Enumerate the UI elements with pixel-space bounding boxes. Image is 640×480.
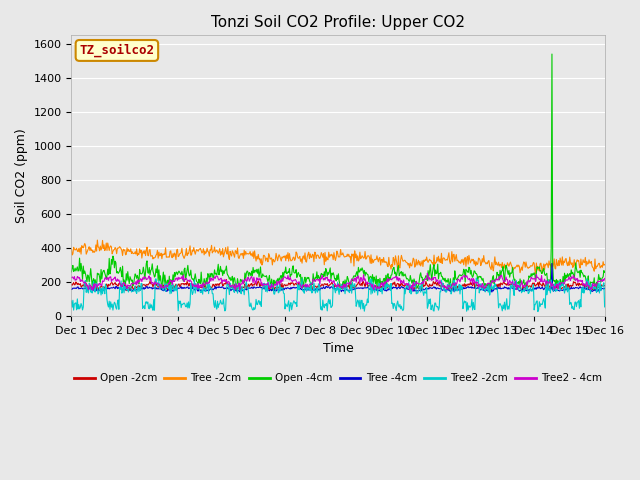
- Tree2 -2cm: [601, 304, 609, 310]
- Open -4cm: [601, 269, 609, 275]
- Open -2cm: [214, 281, 222, 287]
- Tree -2cm: [133, 246, 141, 252]
- Open -2cm: [68, 282, 76, 288]
- Tree2 -2cm: [77, 300, 85, 306]
- Open -4cm: [419, 281, 427, 287]
- Open -2cm: [132, 284, 140, 290]
- Open -2cm: [593, 288, 600, 293]
- Line: Tree -2cm: Tree -2cm: [72, 240, 605, 274]
- Open -4cm: [548, 51, 556, 57]
- Tree2 - 4cm: [68, 275, 76, 281]
- Tree -2cm: [93, 237, 101, 243]
- Tree -4cm: [548, 261, 556, 266]
- Y-axis label: Soil CO2 (ppm): Soil CO2 (ppm): [15, 129, 28, 223]
- Open -4cm: [132, 273, 140, 278]
- Open -4cm: [186, 272, 194, 277]
- Tree2 - 4cm: [424, 270, 431, 276]
- Open -2cm: [403, 282, 411, 288]
- Line: Tree2 - 4cm: Tree2 - 4cm: [72, 273, 605, 291]
- Tree2 - 4cm: [409, 288, 417, 294]
- Open -4cm: [214, 262, 222, 267]
- X-axis label: Time: Time: [323, 341, 353, 355]
- Tree2 - 4cm: [77, 277, 85, 283]
- Tree -2cm: [419, 264, 427, 269]
- Tree -2cm: [187, 252, 195, 258]
- Tree2 -2cm: [472, 275, 480, 281]
- Tree2 - 4cm: [601, 276, 609, 281]
- Tree -2cm: [532, 271, 540, 276]
- Tree -4cm: [68, 287, 76, 292]
- Tree2 -2cm: [214, 305, 222, 311]
- Line: Tree -4cm: Tree -4cm: [72, 264, 605, 292]
- Tree -2cm: [68, 246, 76, 252]
- Open -4cm: [77, 261, 85, 266]
- Open -2cm: [77, 284, 85, 289]
- Tree -4cm: [419, 286, 427, 292]
- Open -2cm: [601, 283, 609, 288]
- Line: Open -4cm: Open -4cm: [72, 54, 605, 290]
- Open -2cm: [223, 276, 230, 282]
- Tree -2cm: [403, 260, 411, 266]
- Title: Tonzi Soil CO2 Profile: Upper CO2: Tonzi Soil CO2 Profile: Upper CO2: [211, 15, 465, 30]
- Tree -2cm: [215, 249, 223, 254]
- Tree2 -2cm: [419, 281, 426, 287]
- Tree2 - 4cm: [419, 278, 427, 284]
- Tree2 -2cm: [132, 289, 140, 295]
- Open -4cm: [269, 288, 277, 293]
- Tree2 -2cm: [534, 309, 541, 314]
- Tree2 - 4cm: [214, 276, 222, 282]
- Open -4cm: [68, 269, 76, 275]
- Legend: Open -2cm, Tree -2cm, Open -4cm, Tree -4cm, Tree2 -2cm, Tree2 - 4cm: Open -2cm, Tree -2cm, Open -4cm, Tree -4…: [70, 369, 606, 387]
- Tree -4cm: [403, 286, 411, 292]
- Line: Tree2 -2cm: Tree2 -2cm: [72, 278, 605, 312]
- Tree2 -2cm: [403, 283, 410, 288]
- Text: TZ_soilco2: TZ_soilco2: [79, 44, 154, 57]
- Tree2 -2cm: [186, 301, 194, 307]
- Tree -4cm: [601, 286, 609, 291]
- Tree -2cm: [77, 251, 85, 257]
- Tree -4cm: [77, 285, 85, 291]
- Tree2 - 4cm: [186, 277, 194, 283]
- Tree -4cm: [215, 284, 223, 289]
- Tree -4cm: [186, 286, 194, 291]
- Tree2 -2cm: [68, 298, 76, 304]
- Open -4cm: [403, 276, 411, 281]
- Open -2cm: [419, 282, 427, 288]
- Tree2 - 4cm: [132, 279, 140, 285]
- Tree -4cm: [198, 289, 206, 295]
- Line: Open -2cm: Open -2cm: [72, 279, 605, 290]
- Tree -2cm: [601, 262, 609, 267]
- Tree2 - 4cm: [403, 280, 410, 286]
- Tree -4cm: [132, 287, 140, 293]
- Open -2cm: [186, 283, 194, 289]
